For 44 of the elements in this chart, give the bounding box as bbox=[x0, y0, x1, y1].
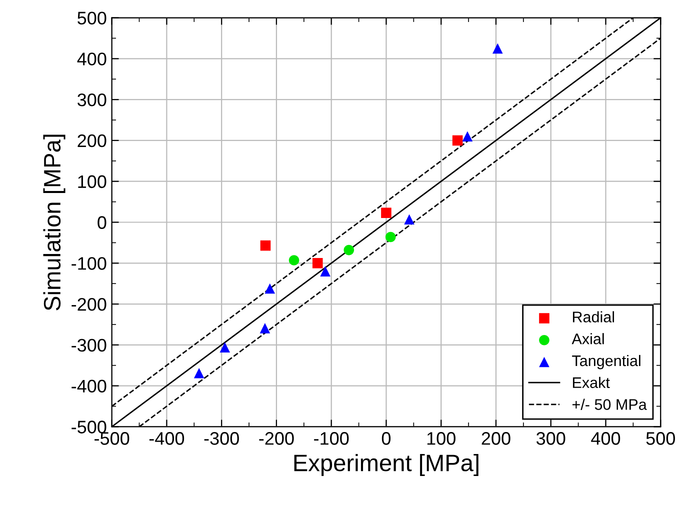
y-tick-label: -100 bbox=[72, 257, 106, 270]
legend-label: Tangential bbox=[572, 354, 640, 370]
point bbox=[462, 131, 473, 142]
point bbox=[344, 244, 354, 256]
x-tick-label: 0 bbox=[382, 432, 391, 445]
x-tick-label: 500 bbox=[646, 432, 675, 445]
x-axis-title: Experiment [MPa] bbox=[294, 454, 478, 476]
legend-label: Exakt bbox=[572, 376, 610, 388]
point bbox=[452, 135, 463, 146]
y-tick-label: -200 bbox=[72, 298, 106, 311]
y-tick-label: -500 bbox=[72, 420, 106, 434]
y-tick-label: 100 bbox=[78, 175, 106, 188]
x-tick-label: 400 bbox=[591, 432, 620, 445]
y-tick-label: 400 bbox=[77, 52, 106, 66]
y-axis-title: Simulation [MPa] bbox=[43, 134, 66, 310]
point bbox=[312, 258, 323, 268]
x-tick-label: 300 bbox=[536, 432, 566, 445]
y-tick-label: -300 bbox=[72, 338, 106, 352]
y-tick-label: 300 bbox=[78, 94, 106, 106]
x-tick-label: -300 bbox=[204, 432, 239, 445]
point bbox=[194, 368, 204, 378]
point bbox=[288, 255, 300, 266]
y-tick-label: -400 bbox=[72, 380, 106, 393]
x-tick-label: 100 bbox=[427, 432, 456, 445]
point bbox=[264, 283, 276, 294]
point bbox=[492, 43, 503, 54]
point bbox=[385, 232, 396, 242]
legend-label: Radial bbox=[572, 311, 614, 322]
x-tick-label: -500 bbox=[94, 432, 130, 445]
y-tick-label: 500 bbox=[78, 12, 106, 24]
point bbox=[260, 323, 270, 334]
point bbox=[260, 240, 271, 251]
y-tick-label: 0 bbox=[98, 216, 106, 229]
point bbox=[404, 214, 414, 225]
point bbox=[320, 266, 330, 276]
point bbox=[381, 208, 392, 218]
x-tick-label: 200 bbox=[482, 432, 510, 445]
point bbox=[220, 342, 230, 353]
x-tick-label: -100 bbox=[314, 432, 349, 445]
legend-label: Axial bbox=[572, 333, 604, 344]
x-tick-label: -400 bbox=[149, 432, 184, 445]
x-tick-label: -200 bbox=[259, 432, 294, 445]
legend-label: +/- 50 MPa bbox=[572, 398, 647, 410]
y-tick-label: 200 bbox=[78, 134, 106, 148]
